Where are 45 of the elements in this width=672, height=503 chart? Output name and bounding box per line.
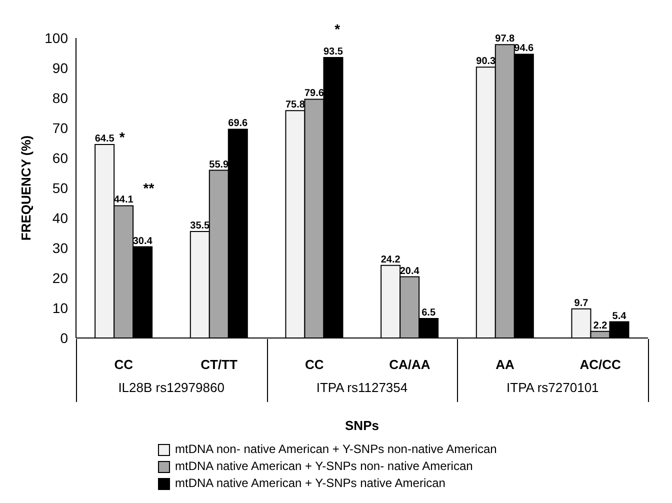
legend-label: mtDNA native American + Y-SNPs native American bbox=[175, 475, 446, 492]
y-tick-label: 0 bbox=[60, 330, 68, 346]
y-tick-label: 50 bbox=[52, 180, 68, 196]
y-axis-title: FREQUENCY (%) bbox=[18, 135, 34, 241]
y-tick-label: 30 bbox=[52, 240, 68, 256]
data-label: 97.8 bbox=[495, 34, 516, 45]
annotation: ** bbox=[142, 180, 156, 196]
data-label: 75.8 bbox=[286, 100, 306, 111]
data-label: 35.5 bbox=[190, 220, 210, 232]
y-tick-label: 70 bbox=[52, 120, 68, 136]
data-label: 93.5 bbox=[324, 46, 344, 58]
y-tick-label: 100 bbox=[44, 30, 68, 46]
legend-label: mtDNA non- native American + Y-SNPs non-native American bbox=[175, 441, 497, 458]
data-label: 9.7 bbox=[574, 298, 589, 309]
text: ITPA rs7270101 bbox=[506, 380, 600, 395]
data-label: 30.4 bbox=[132, 236, 153, 247]
data-label: 24.2 bbox=[380, 254, 401, 266]
data-label: 55.9 bbox=[209, 159, 230, 170]
x-tick-label: AA bbox=[496, 357, 515, 372]
text: * bbox=[334, 21, 342, 37]
legend-label: mtDNA native American + Y-SNPs non- native American bbox=[175, 458, 473, 475]
data-label: 79.6 bbox=[304, 88, 324, 100]
y-tick-label: 80 bbox=[52, 90, 68, 106]
data-label: 69.6 bbox=[228, 118, 248, 130]
text: ITPA rs1127354 bbox=[315, 380, 409, 395]
data-label: 90.3 bbox=[476, 56, 496, 68]
x-tick-label: CC bbox=[304, 357, 324, 372]
data-label: 44.1 bbox=[114, 194, 134, 206]
y-tick-label: 60 bbox=[52, 150, 68, 166]
data-label: 2.2 bbox=[593, 320, 608, 332]
data-label: 20.4 bbox=[400, 266, 420, 277]
y-tick-label: 40 bbox=[52, 210, 68, 226]
x-axis-title: SNPs bbox=[345, 418, 379, 433]
annotation: * bbox=[119, 129, 125, 145]
x-tick-label: CA/AA bbox=[389, 357, 431, 372]
x-tick-label: CC bbox=[114, 357, 134, 372]
data-label: 5.4 bbox=[612, 310, 627, 322]
x-tick-label: CT/TT bbox=[200, 357, 238, 372]
data-label: 64.5 bbox=[94, 134, 115, 144]
text: IL28B rs12979860 bbox=[117, 380, 226, 395]
y-tick-label: 10 bbox=[52, 300, 68, 316]
x-tick-label: AC/CC bbox=[580, 357, 622, 372]
y-tick-label: 90 bbox=[52, 60, 68, 76]
y-tick-label: 20 bbox=[52, 270, 68, 286]
data-label: 6.5 bbox=[422, 308, 436, 318]
